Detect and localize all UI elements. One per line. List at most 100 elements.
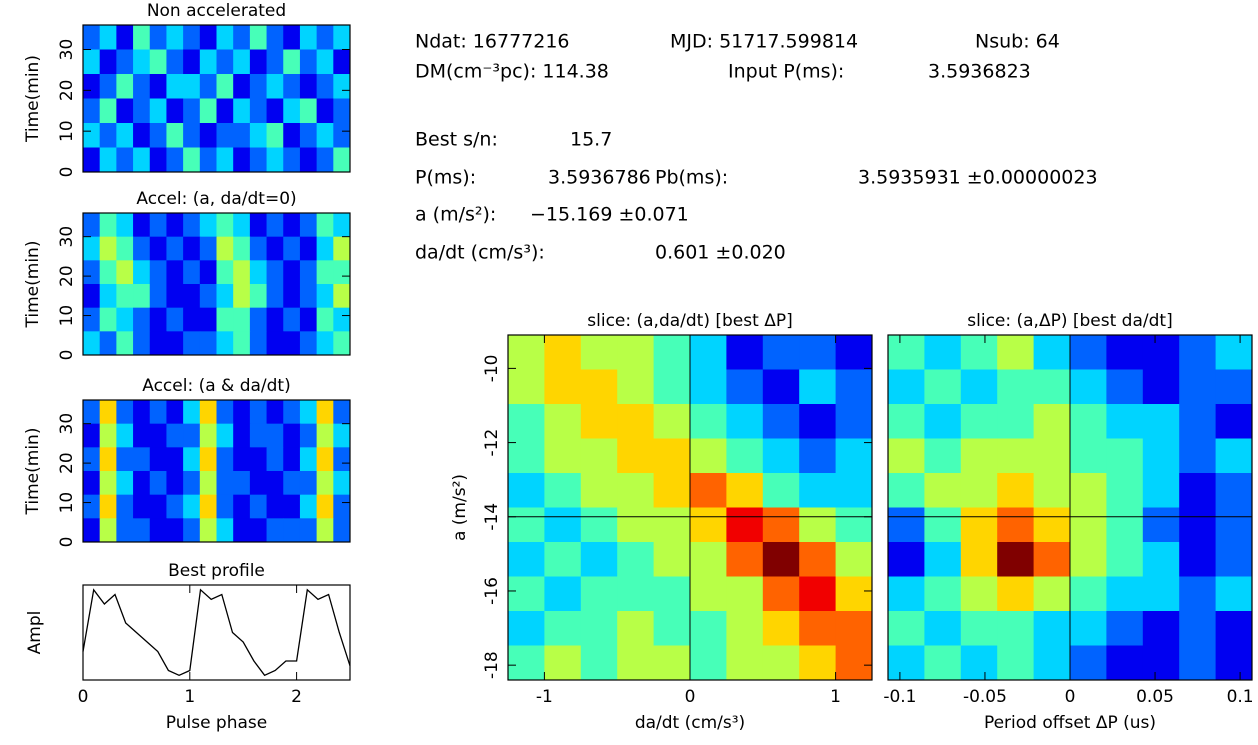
heat-cell bbox=[960, 611, 998, 646]
heat-cell bbox=[283, 25, 301, 50]
heat-cell bbox=[83, 260, 101, 285]
heat-cell bbox=[960, 369, 998, 405]
heat-cell bbox=[617, 404, 655, 439]
heat-cell bbox=[316, 25, 334, 50]
heat-cell bbox=[653, 645, 691, 681]
heat-cell bbox=[580, 576, 618, 612]
heat-cell bbox=[1215, 438, 1253, 474]
heat-cell bbox=[249, 123, 268, 148]
y-tick-label: 10 bbox=[57, 305, 77, 327]
heat-cell bbox=[888, 404, 925, 439]
heat-cell bbox=[762, 335, 800, 370]
heat-cell bbox=[299, 74, 318, 99]
heat-cell bbox=[726, 611, 764, 646]
heat-cell bbox=[835, 507, 873, 543]
heat-cell bbox=[99, 518, 117, 543]
heat-cell bbox=[1179, 473, 1217, 508]
heat-cell bbox=[544, 404, 582, 439]
heat-cell bbox=[149, 98, 167, 124]
heat-cell bbox=[183, 494, 201, 519]
heat-cell bbox=[299, 331, 318, 356]
heat-cell bbox=[233, 236, 251, 261]
heat-cell bbox=[617, 335, 655, 370]
heat-cell bbox=[580, 473, 618, 508]
heat-cell bbox=[216, 147, 234, 173]
heat-cell bbox=[799, 507, 837, 543]
heat-cell bbox=[508, 404, 545, 439]
heat-cell bbox=[283, 260, 301, 285]
heat-cell bbox=[249, 471, 268, 496]
heat-cell bbox=[799, 369, 837, 405]
info-text: Pb(ms): bbox=[655, 167, 728, 189]
heat-cell bbox=[233, 260, 251, 285]
heat-cell bbox=[183, 236, 201, 261]
heat-cell bbox=[924, 438, 962, 474]
heat-cell bbox=[233, 147, 251, 173]
heat-cell bbox=[183, 49, 201, 75]
heat-cell bbox=[1179, 438, 1217, 474]
y-tick-label: 0 bbox=[57, 350, 77, 361]
heat-cell bbox=[133, 25, 151, 50]
y-tick-label: 0 bbox=[57, 167, 77, 178]
heat-cell bbox=[283, 147, 301, 173]
heat-cell bbox=[99, 331, 117, 356]
heat-cell bbox=[183, 423, 201, 448]
heat-cell bbox=[508, 507, 545, 543]
heat-cell bbox=[726, 369, 764, 405]
heat-cell bbox=[266, 471, 284, 496]
info-text: 3.5936786 bbox=[548, 167, 651, 189]
heat-cell bbox=[116, 423, 134, 448]
heat-cell bbox=[1070, 404, 1107, 439]
heat-cell bbox=[960, 335, 998, 370]
y-tick-label: 0 bbox=[57, 537, 77, 548]
heat-cell bbox=[1106, 438, 1144, 474]
heat-cell bbox=[233, 400, 251, 425]
heat-cell bbox=[997, 473, 1035, 508]
heat-cell bbox=[299, 213, 318, 238]
heat-cell bbox=[116, 74, 134, 99]
heat-cell bbox=[149, 236, 167, 261]
heat-cell bbox=[580, 404, 618, 439]
heat-cell bbox=[333, 518, 351, 543]
heat-cell bbox=[183, 123, 201, 148]
info-text: da/dt (cm/s³): bbox=[415, 242, 545, 264]
heat-cell bbox=[1142, 369, 1180, 405]
heat-cell bbox=[762, 404, 800, 439]
heat-cell bbox=[1142, 542, 1180, 577]
info-text: DM(cm⁻³pc): 114.38 bbox=[415, 61, 609, 83]
heat-cell bbox=[316, 147, 334, 173]
heat-cell bbox=[166, 284, 184, 309]
heat-cell bbox=[924, 542, 962, 577]
heat-cell bbox=[299, 307, 318, 332]
heat-cell bbox=[617, 576, 655, 612]
heat-cell bbox=[1033, 404, 1071, 439]
panel-title: slice: (a,ΔP) [best da/dt] bbox=[967, 311, 1172, 331]
heat-cell bbox=[116, 447, 134, 472]
heat-cell bbox=[333, 98, 351, 124]
heat-cell bbox=[580, 645, 618, 681]
heat-cell bbox=[653, 473, 691, 508]
x-axis-label: Period offset ΔP (us) bbox=[984, 713, 1156, 733]
heat-cell bbox=[316, 471, 334, 496]
panel-title: Non accelerated bbox=[147, 1, 286, 21]
heat-cell bbox=[544, 473, 582, 508]
x-axis-label: Pulse phase bbox=[166, 713, 267, 733]
heat-cell bbox=[183, 518, 201, 543]
heat-cell bbox=[835, 335, 873, 370]
heat-cell bbox=[99, 147, 117, 173]
y-tick-label: 20 bbox=[57, 452, 77, 474]
heat-cell bbox=[653, 438, 691, 474]
heat-cell bbox=[116, 331, 134, 356]
heat-cell bbox=[183, 447, 201, 472]
heat-cell bbox=[199, 331, 217, 356]
heat-cell bbox=[216, 123, 234, 148]
heat-cell bbox=[1033, 645, 1071, 681]
heat-cell bbox=[83, 471, 101, 496]
heat-cell bbox=[924, 369, 962, 405]
heat-cell bbox=[149, 147, 167, 173]
panel-title: Accel: (a & da/dt) bbox=[142, 376, 290, 396]
heat-cell bbox=[299, 494, 318, 519]
heat-cell bbox=[149, 471, 167, 496]
heat-cell bbox=[166, 213, 184, 238]
heat-cell bbox=[1179, 611, 1217, 646]
